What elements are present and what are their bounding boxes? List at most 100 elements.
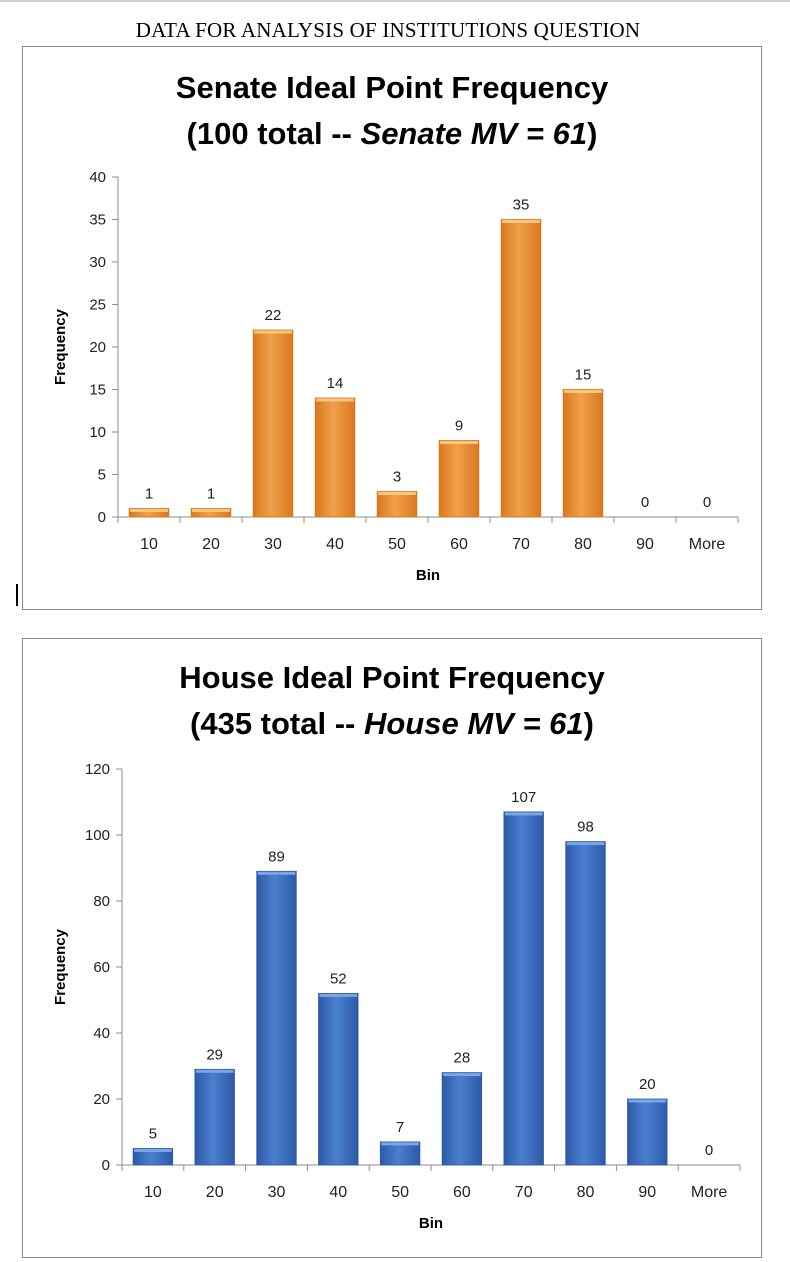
bar-top-highlight xyxy=(504,812,543,816)
x-tick-label: 40 xyxy=(329,1184,347,1201)
y-tick-label: 0 xyxy=(102,1157,110,1174)
bar-top-highlight xyxy=(134,1149,172,1152)
data-label: 22 xyxy=(265,307,282,324)
data-label: 5 xyxy=(149,1126,157,1143)
data-label: 89 xyxy=(268,848,285,865)
data-label: 15 xyxy=(575,367,592,384)
house-chart: House Ideal Point Frequency (435 total -… xyxy=(22,638,762,1258)
y-tick-label: 30 xyxy=(89,254,106,271)
x-tick-label: 50 xyxy=(391,1184,409,1201)
data-label: 1 xyxy=(145,486,153,503)
data-label: 107 xyxy=(511,789,536,806)
data-label: 3 xyxy=(393,469,401,486)
bar-top-highlight xyxy=(254,330,292,334)
x-axis-title: Bin xyxy=(419,1215,443,1232)
x-tick-label: 90 xyxy=(636,536,654,553)
page-header: DATA FOR ANALYSIS OF INSTITUTIONS QUESTI… xyxy=(135,18,641,42)
data-label: 9 xyxy=(455,418,463,435)
chart-title-line2: (100 total -- Senate MV = 61) xyxy=(23,113,761,155)
y-tick-label: 10 xyxy=(89,424,106,441)
y-tick-label: 40 xyxy=(93,1025,110,1042)
y-tick-label: 0 xyxy=(98,509,106,526)
x-tick-label: 40 xyxy=(326,536,344,553)
bar xyxy=(441,1072,483,1166)
y-tick-label: 25 xyxy=(89,297,106,314)
title-italic: Senate MV = 61 xyxy=(360,116,588,151)
x-tick-label: 90 xyxy=(638,1184,656,1201)
bar xyxy=(252,329,294,518)
senate-plot: 0 5 10 15 20 25 30 35 40 1 10 1 20 22 30 14 40 3 50 9 60 35 70… xyxy=(52,169,739,584)
y-tick-label: 15 xyxy=(89,382,106,399)
title-italic: House MV = 61 xyxy=(363,706,584,741)
title-prefix: (100 total -- xyxy=(186,116,361,151)
bar xyxy=(314,397,356,518)
x-tick-label: 30 xyxy=(264,536,282,553)
data-label: 1 xyxy=(207,486,215,503)
house-plot: 0 20 40 60 80 100 120 5 10 29 20 89 30 52 40 7 50 28 60 107… xyxy=(52,761,741,1232)
bar xyxy=(379,1141,421,1166)
x-tick-label: 10 xyxy=(140,536,158,553)
bar xyxy=(376,491,418,518)
title-suffix: ) xyxy=(583,706,594,741)
y-tick-label: 35 xyxy=(89,212,106,229)
x-tick-label: 80 xyxy=(574,536,592,553)
y-tick-label: 20 xyxy=(89,339,106,356)
chart-title-line1: House Ideal Point Frequency xyxy=(179,660,605,695)
data-label: 7 xyxy=(396,1119,404,1136)
chart-title-line1: Senate Ideal Point Frequency xyxy=(175,70,609,105)
y-tick-label: 100 xyxy=(85,827,110,844)
x-tick-label: 80 xyxy=(577,1184,595,1201)
top-rule xyxy=(0,0,790,2)
bar xyxy=(500,219,542,518)
data-label: 28 xyxy=(454,1050,471,1067)
x-tick-label: 30 xyxy=(268,1184,286,1201)
y-tick-label: 5 xyxy=(98,467,106,484)
x-axis-title: Bin xyxy=(416,567,440,584)
x-tick-label: 60 xyxy=(453,1184,471,1201)
x-tick-label: 70 xyxy=(515,1184,533,1201)
data-label: 52 xyxy=(330,970,347,987)
bar-top-highlight xyxy=(319,993,358,997)
bar xyxy=(438,440,480,518)
bar xyxy=(503,811,544,1166)
bar-top-highlight xyxy=(195,1069,234,1073)
bar xyxy=(190,508,232,518)
bar-top-highlight xyxy=(443,1073,481,1077)
title-suffix: ) xyxy=(587,116,598,151)
bar xyxy=(128,508,170,518)
bar-top-highlight xyxy=(378,492,416,495)
y-tick-label: 60 xyxy=(93,959,110,976)
data-label: 20 xyxy=(639,1076,656,1093)
data-label: 0 xyxy=(703,494,711,511)
y-tick-label: 20 xyxy=(93,1091,110,1108)
bar xyxy=(132,1148,174,1166)
bar xyxy=(256,870,297,1166)
x-tick-label: More xyxy=(691,1184,728,1201)
bar-top-highlight xyxy=(564,390,602,393)
bar xyxy=(565,841,606,1166)
x-tick-label: 20 xyxy=(202,536,220,553)
x-tick-label: 60 xyxy=(450,536,468,553)
title-prefix: (435 total -- xyxy=(190,706,364,741)
bar-top-highlight xyxy=(316,398,354,402)
x-tick-label: 70 xyxy=(512,536,530,553)
bar-top-highlight xyxy=(502,220,540,223)
data-label: 29 xyxy=(206,1046,223,1063)
bar-top-highlight xyxy=(566,842,605,846)
bar xyxy=(318,992,359,1166)
data-label: 0 xyxy=(705,1142,713,1159)
bar xyxy=(627,1098,668,1166)
bar-top-highlight xyxy=(381,1142,419,1146)
senate-chart: Senate Ideal Point Frequency (100 total … xyxy=(22,46,762,610)
data-label: 35 xyxy=(513,197,530,214)
bar-top-highlight xyxy=(130,509,168,512)
x-tick-label: 20 xyxy=(206,1184,224,1201)
x-tick-label: 50 xyxy=(388,536,406,553)
bar xyxy=(194,1068,235,1166)
y-axis-title: Frequency xyxy=(52,928,69,1005)
y-tick-label: 120 xyxy=(85,761,110,778)
y-tick-label: 80 xyxy=(93,893,110,910)
bar-top-highlight xyxy=(192,509,230,512)
y-axis-title: Frequency xyxy=(52,308,69,385)
y-tick-label: 40 xyxy=(89,169,106,186)
